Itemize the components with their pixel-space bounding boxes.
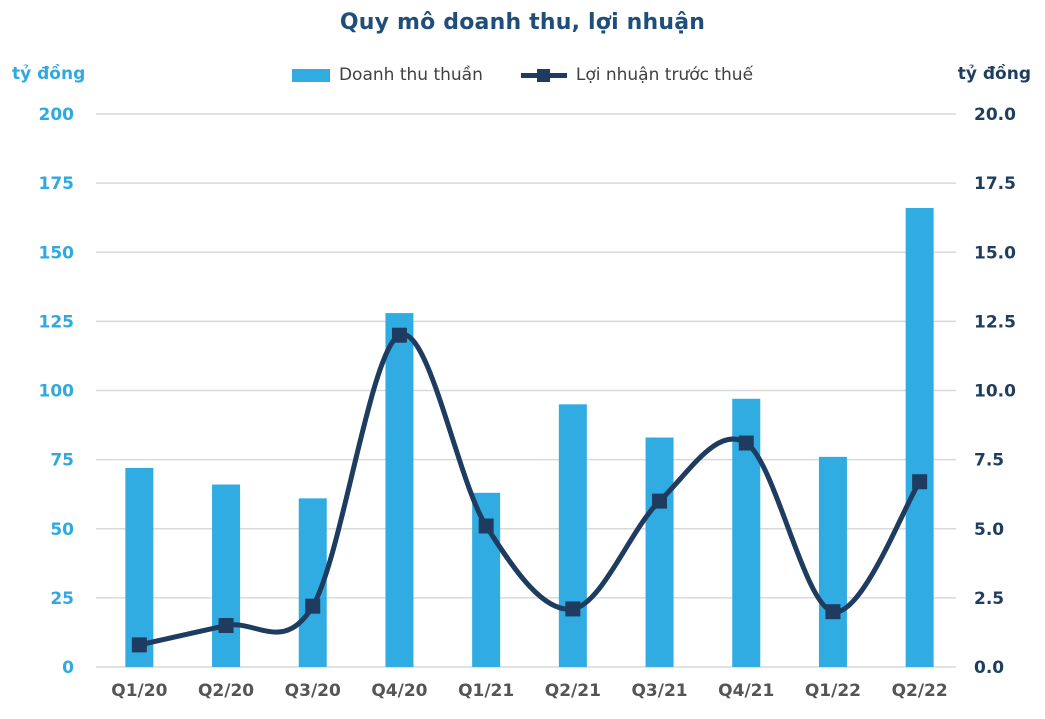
left-axis-tick: 100: [39, 382, 75, 402]
left-axis-unit: tỷ đồng: [12, 64, 86, 84]
legend-label-revenue: Doanh thu thuần: [338, 65, 483, 85]
x-axis-label: Q1/20: [111, 681, 167, 701]
right-axis-tick: 10.0: [974, 382, 1016, 402]
profit-line-marker: [131, 637, 147, 653]
profit-line-marker: [218, 618, 234, 634]
left-axis-tick: 175: [39, 174, 75, 194]
right-axis-tick: 12.5: [974, 312, 1016, 332]
right-axis-tick: 15.0: [974, 243, 1016, 263]
profit-line-marker: [565, 601, 581, 617]
revenue-bar: [645, 437, 674, 667]
profit-line-marker: [825, 604, 841, 620]
legend-item-revenue: Doanh thu thuần: [291, 65, 483, 85]
profit-line-marker: [305, 598, 321, 614]
revenue-bar: [125, 467, 154, 667]
revenue-bar: [905, 208, 934, 667]
left-axis-tick: 25: [50, 589, 74, 609]
x-axis-label: Q1/21: [458, 681, 514, 701]
x-axis-label: Q3/21: [631, 681, 687, 701]
chart-header-row: tỷ đồng Doanh thu thuần Lợi nhuận trước …: [0, 60, 1045, 90]
x-axis-label: Q3/20: [285, 681, 341, 701]
right-axis-tick: 2.5: [974, 589, 1004, 609]
profit-line-marker: [738, 435, 754, 451]
revenue-bar: [212, 484, 241, 667]
bar-series-swatch: [291, 68, 330, 82]
left-axis-tick: 0: [62, 658, 74, 678]
left-axis-tick: 75: [50, 451, 74, 471]
profit-line-marker: [478, 518, 494, 534]
legend-item-profit: Lợi nhuận trước thuế: [520, 65, 754, 85]
x-axis-label: Q1/22: [805, 681, 861, 701]
profit-line-marker: [652, 493, 668, 509]
x-axis-label: Q2/21: [545, 681, 601, 701]
profit-line-marker: [912, 474, 928, 490]
x-axis-label: Q2/22: [892, 681, 948, 701]
plot-area: 0 0.0 25 2.5 50 5.0 75 7.5 100 10.0 125 12.5 150 15.0…: [39, 105, 1017, 701]
revenue-bar: [385, 313, 414, 667]
x-axis-label: Q2/20: [198, 681, 254, 701]
line-swatch-marker: [536, 68, 550, 82]
chart-title: Quy mô doanh thu, lợi nhuận: [339, 10, 706, 35]
x-axis-label: Q4/20: [371, 681, 427, 701]
right-axis-tick: 5.0: [974, 520, 1004, 540]
x-axis-label: Q4/21: [718, 681, 774, 701]
left-axis-tick: 125: [39, 312, 75, 332]
chart-legend: Doanh thu thuần Lợi nhuận trước thuế: [0, 60, 1045, 90]
legend-label-profit: Lợi nhuận trước thuế: [575, 65, 754, 85]
left-axis-tick: 150: [39, 243, 75, 263]
revenue-bar: [818, 456, 847, 667]
right-axis-tick: 0.0: [974, 658, 1004, 678]
right-axis-tick: 17.5: [974, 174, 1016, 194]
profit-line: [136, 332, 923, 648]
profit-line-marker: [391, 327, 407, 343]
line-series-swatch: [520, 68, 567, 82]
left-axis-tick: 50: [50, 520, 74, 540]
right-axis-tick: 20.0: [974, 105, 1016, 125]
revenue-bar: [558, 404, 587, 667]
right-axis-tick: 7.5: [974, 451, 1004, 471]
left-axis-tick: 200: [39, 105, 75, 125]
right-axis-unit: tỷ đồng: [957, 64, 1031, 84]
